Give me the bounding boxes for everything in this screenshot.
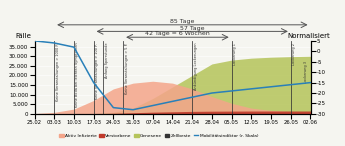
- Text: Lockerung 3: Lockerung 3: [304, 61, 308, 83]
- Text: Lockerung 1: Lockerung 1: [233, 43, 237, 65]
- Text: Keine Veranstaltungen > 100 P.: Keine Veranstaltungen > 100 P.: [95, 43, 99, 99]
- Text: Keine Boda bei leichten Symptomen: Keine Boda bei leichten Symptomen: [75, 43, 79, 107]
- Text: Fälle: Fälle: [15, 33, 31, 39]
- Text: Normalisiert: Normalisiert: [287, 33, 330, 39]
- Text: Anfang Sperrstunde: Anfang Sperrstunde: [105, 43, 109, 78]
- Text: Keine Veranstaltungen > 1000 P.: Keine Veranstaltungen > 1000 P.: [56, 43, 60, 101]
- Text: 42 Tage = 6 Wochen: 42 Tage = 6 Wochen: [145, 32, 210, 36]
- Text: 57 Tage: 57 Tage: [180, 26, 205, 31]
- Text: Ankündigung Lockerungen: Ankündigung Lockerungen: [194, 43, 198, 90]
- Text: Lockerung 2: Lockerung 2: [292, 43, 296, 65]
- Text: 85 Tage: 85 Tage: [170, 19, 195, 24]
- Text: Keine Veranstaltungen > 5 P.: Keine Veranstaltungen > 5 P.: [125, 43, 129, 94]
- Legend: Aktiv Infizierte, Verstorbene, Genesene, Zellbeste, Mobilitätsindiktor (r. Skala: Aktiv Infizierte, Verstorbene, Genesene,…: [57, 132, 260, 140]
